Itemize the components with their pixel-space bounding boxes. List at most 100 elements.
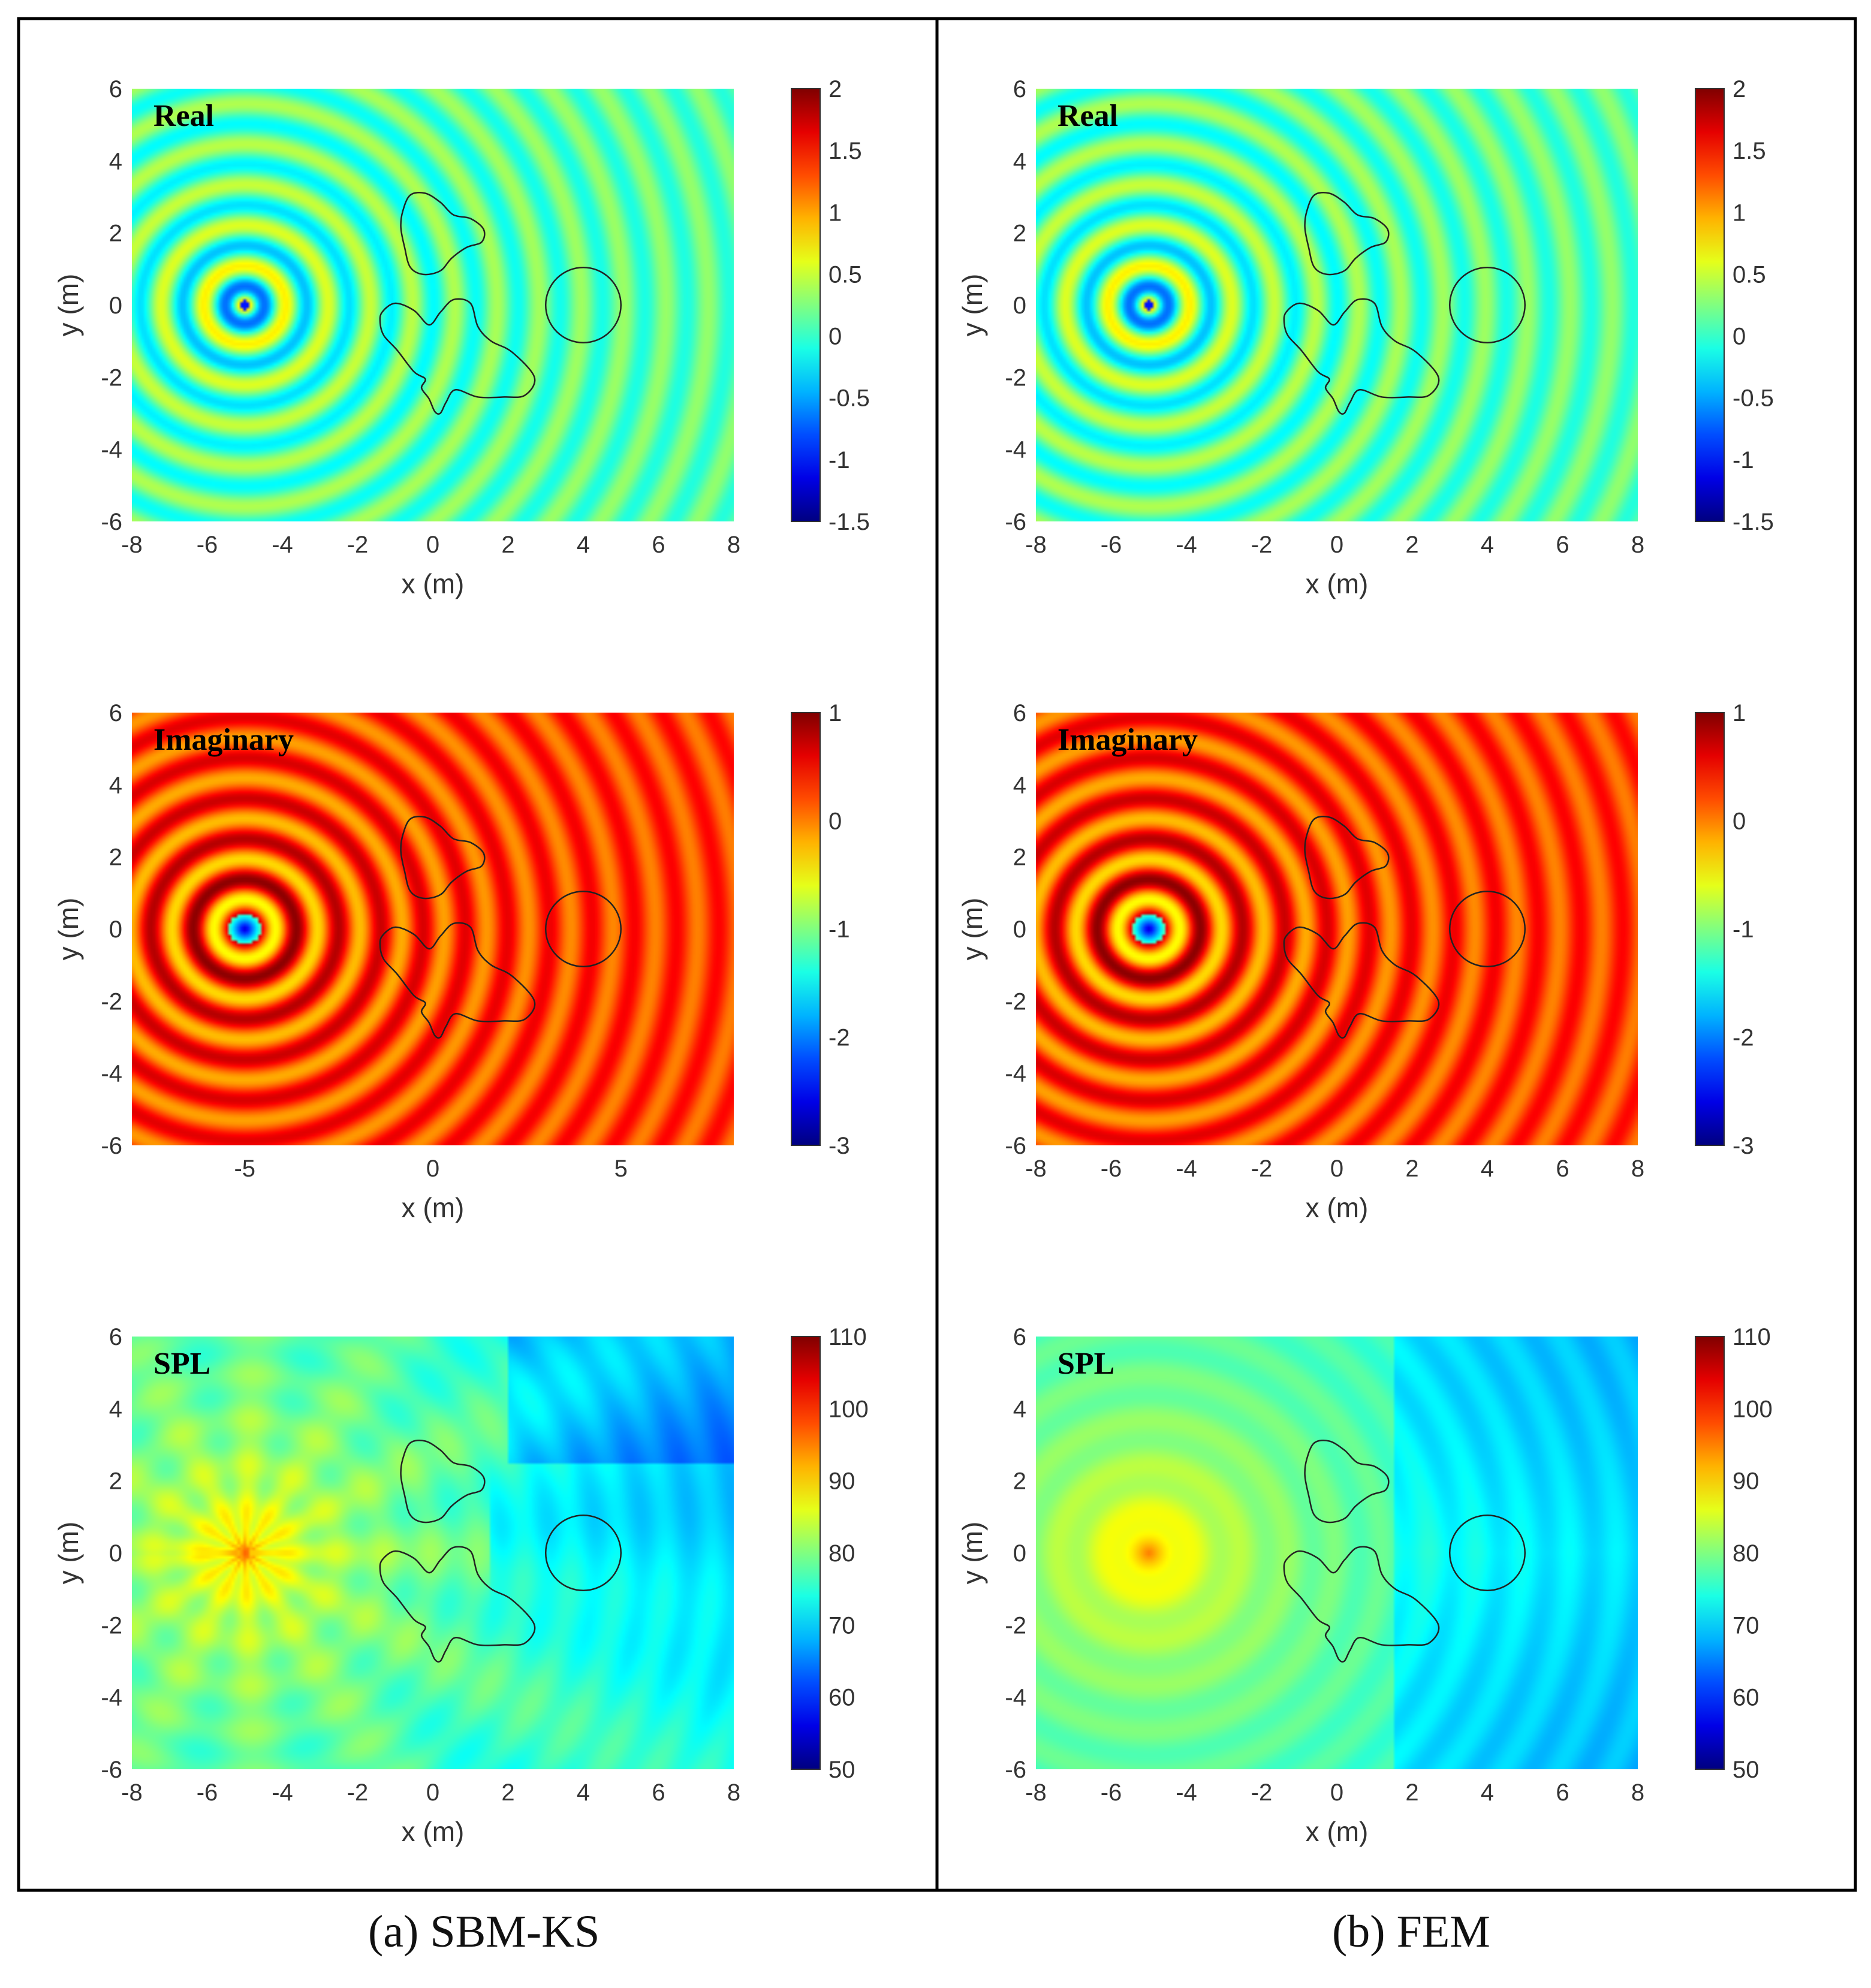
x-tick-label: -4 <box>1176 1156 1197 1182</box>
y-tick-label: -2 <box>101 988 122 1015</box>
colorbar-tick-label: -2 <box>828 1025 850 1051</box>
colorbar-tick-label: 80 <box>828 1540 855 1567</box>
colorbar-tick-label: 1 <box>828 200 842 226</box>
y-tick-label: -4 <box>1005 437 1026 463</box>
y-tick-label: -2 <box>1005 988 1026 1015</box>
x-tick-label: -2 <box>1251 532 1273 558</box>
y-axis-label: y (m) <box>957 898 988 961</box>
x-tick-label: 4 <box>1481 1779 1494 1806</box>
colorbar-tick-label: 70 <box>828 1612 855 1639</box>
x-tick-label: 4 <box>577 1779 590 1806</box>
x-tick-label: -4 <box>272 532 293 558</box>
x-tick-label: -4 <box>272 1779 293 1806</box>
x-tick-label: -8 <box>1025 532 1047 558</box>
colorbar-tick-label: 60 <box>828 1685 855 1711</box>
obstacle-lower <box>1283 1546 1440 1663</box>
y-tick-label: 6 <box>109 76 122 102</box>
y-tick-label: -4 <box>1005 1685 1026 1711</box>
y-tick-label: 2 <box>1013 844 1026 871</box>
x-tick-label: 0 <box>426 1779 439 1806</box>
y-tick-label: 4 <box>109 772 122 798</box>
y-tick-label: 0 <box>1013 292 1026 319</box>
y-tick-label: 0 <box>1013 1540 1026 1567</box>
panel-title: Imaginary <box>153 723 294 757</box>
colorbar-tick-label: 0.5 <box>1733 261 1766 288</box>
colorbar <box>1695 1336 1725 1770</box>
y-axis-label: y (m) <box>53 1522 84 1585</box>
panel-sbm-imaginary: Imaginary -5 0 5 -6 -4 -2 0 2 4 6 x (m) y (m) -3 -2 -1 0… <box>53 700 850 1223</box>
obstacle-upper <box>1304 191 1390 276</box>
colorbar-tick-label: 80 <box>1733 1540 1759 1567</box>
field-heatmap <box>1036 1337 1638 1769</box>
obstacle-lower <box>379 1546 536 1663</box>
y-tick-label: -6 <box>101 509 122 535</box>
colorbar-tick-label: 60 <box>1733 1685 1759 1711</box>
obstacle-upper <box>1304 815 1390 900</box>
x-tick-label: -6 <box>1101 1779 1122 1806</box>
colorbar-tick-label: 90 <box>1733 1468 1759 1495</box>
obstacle-upper <box>400 815 486 900</box>
x-tick-label: 0 <box>426 532 439 558</box>
y-tick-label: -2 <box>101 364 122 391</box>
obstacle-lower <box>379 922 536 1039</box>
x-tick-label: 4 <box>577 532 590 558</box>
colorbar-tick-label: 0 <box>1733 809 1746 835</box>
x-tick-label: -6 <box>1101 532 1122 558</box>
y-tick-label: -4 <box>101 437 122 463</box>
x-tick-label: 0 <box>1330 1156 1343 1182</box>
colorbar-tick-label: -1.5 <box>828 509 870 535</box>
colorbar <box>1695 712 1725 1146</box>
x-tick-label: 0 <box>1330 1779 1343 1806</box>
x-tick-label: 2 <box>501 1779 514 1806</box>
y-tick-label: 6 <box>109 700 122 726</box>
y-tick-label: -2 <box>1005 1612 1026 1639</box>
obstacle-circle <box>1449 267 1526 343</box>
y-axis-label: y (m) <box>957 1522 988 1585</box>
colorbar-tick-label: -1.5 <box>1733 509 1774 535</box>
x-tick-label: 2 <box>1405 1779 1418 1806</box>
x-tick-label: 8 <box>1631 1156 1644 1182</box>
y-tick-label: -2 <box>101 1612 122 1639</box>
colorbar-tick-label: -3 <box>828 1133 850 1159</box>
y-tick-label: -6 <box>101 1757 122 1783</box>
panel-title: Imaginary <box>1057 723 1198 757</box>
y-tick-label: -2 <box>1005 364 1026 391</box>
y-tick-label: 6 <box>1013 700 1026 726</box>
y-tick-label: 2 <box>109 844 122 871</box>
colorbar-tick-label: -0.5 <box>828 385 870 412</box>
y-tick-label: 4 <box>109 148 122 174</box>
caption-left: (a) SBM-KS <box>368 1906 600 1957</box>
x-tick-label: 5 <box>614 1156 628 1182</box>
x-tick-label: 2 <box>1405 1156 1418 1182</box>
colorbar <box>1695 88 1725 522</box>
obstacle-upper <box>400 191 486 276</box>
colorbar-tick-label: 90 <box>828 1468 855 1495</box>
y-tick-label: 6 <box>1013 1324 1026 1350</box>
x-tick-label: -6 <box>197 1779 218 1806</box>
x-tick-label: 8 <box>1631 532 1644 558</box>
colorbar-tick-label: -1 <box>828 916 850 943</box>
colorbar-tick-label: 0.5 <box>828 261 862 288</box>
y-axis-label: y (m) <box>53 898 84 961</box>
x-axis-label: x (m) <box>402 1816 465 1847</box>
caption-right: (b) FEM <box>1332 1906 1490 1957</box>
colorbar-tick-label: 0 <box>828 324 842 350</box>
x-tick-label: 0 <box>426 1156 439 1182</box>
colorbar-tick-label: 50 <box>828 1757 855 1783</box>
x-tick-label: -2 <box>347 532 369 558</box>
y-tick-label: 6 <box>1013 76 1026 102</box>
obstacle-lower <box>379 298 536 415</box>
y-tick-label: 2 <box>109 221 122 247</box>
panel-title: Real <box>153 99 214 133</box>
x-tick-label: -8 <box>121 532 143 558</box>
x-tick-label: -5 <box>234 1156 255 1182</box>
y-tick-label: 2 <box>109 1468 122 1495</box>
field-heatmap <box>132 89 734 521</box>
colorbar <box>791 712 821 1146</box>
colorbar <box>791 88 821 522</box>
colorbar-tick-label: 110 <box>1733 1324 1771 1350</box>
y-tick-label: -6 <box>1005 1757 1026 1783</box>
